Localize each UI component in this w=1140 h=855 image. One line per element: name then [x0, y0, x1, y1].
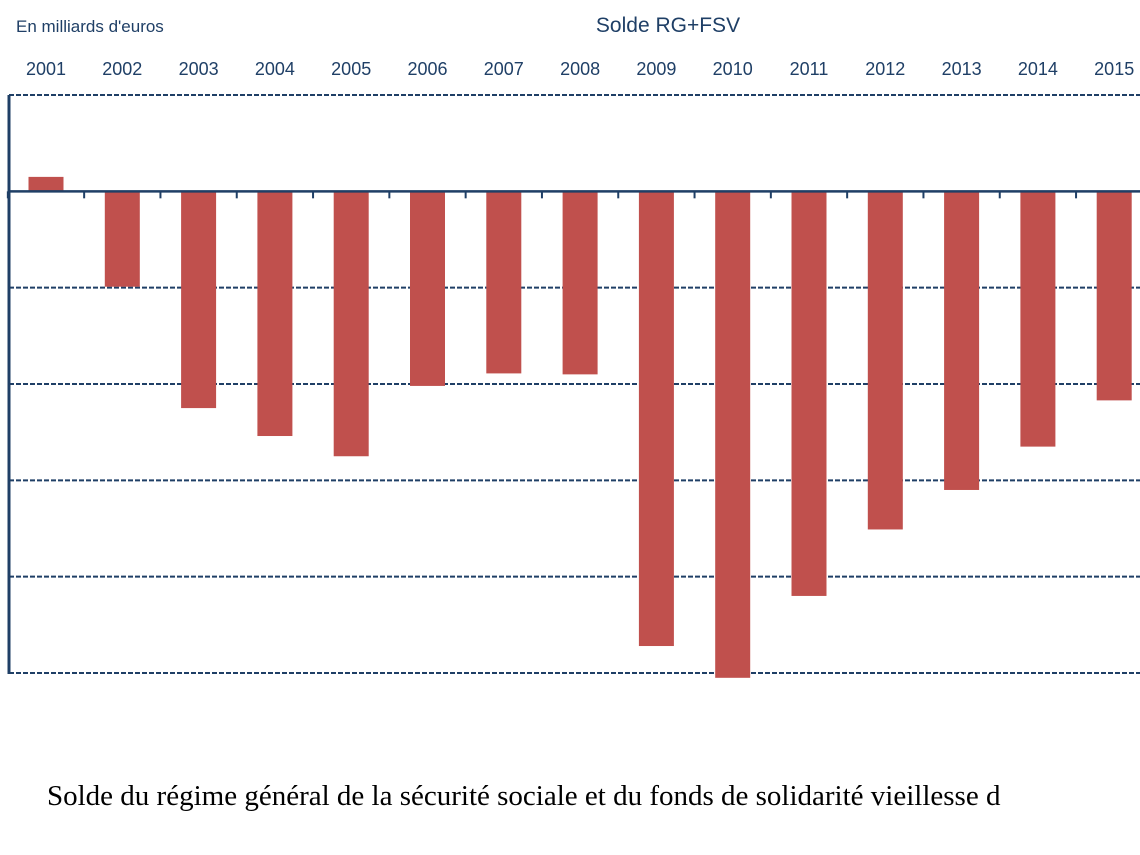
bar-2009 [638, 191, 674, 647]
year-labels: 2001 2002 2003 2004 2005 2006 2007 2008 2009 2010… [26, 59, 1134, 79]
year-label-2007: 2007 [484, 59, 524, 79]
year-label-2011: 2011 [790, 59, 829, 79]
year-label-2003: 2003 [179, 59, 219, 79]
year-label-2009: 2009 [636, 59, 676, 79]
bar-2010 [715, 191, 751, 678]
bar-2004 [257, 191, 293, 437]
bar-2013 [944, 191, 980, 490]
year-label-2014: 2014 [1018, 59, 1058, 79]
year-label-2015: 2015 [1094, 59, 1134, 79]
year-label-2006: 2006 [407, 59, 447, 79]
bar-2001 [28, 176, 64, 192]
bars [28, 176, 1132, 678]
bar-2003 [181, 191, 217, 409]
axes [6, 95, 1140, 674]
year-label-2010: 2010 [713, 59, 753, 79]
year-label-2001: 2001 [26, 59, 66, 79]
year-label-2012: 2012 [865, 59, 905, 79]
figure-caption: Solde du régime général de la sécurité s… [47, 780, 1001, 812]
year-label-2008: 2008 [560, 59, 600, 79]
bar-2012 [867, 191, 903, 530]
bar-2002 [104, 191, 140, 287]
bar-2015 [1096, 191, 1132, 401]
bar-2014 [1020, 191, 1056, 447]
year-label-2013: 2013 [942, 59, 982, 79]
bar-2007 [486, 191, 522, 374]
year-label-2005: 2005 [331, 59, 371, 79]
year-label-2004: 2004 [255, 59, 295, 79]
bar-2006 [410, 191, 445, 386]
bar-2005 [333, 191, 369, 457]
chart-title: Solde RG+FSV [596, 14, 740, 37]
unit-label: En milliards d'euros [16, 17, 164, 36]
year-label-2002: 2002 [102, 59, 142, 79]
solde-bar-chart: En milliards d'euros Solde RG+FSV 2001 20… [6, 14, 1140, 678]
bar-2011 [791, 191, 827, 596]
bar-2008 [562, 191, 598, 375]
